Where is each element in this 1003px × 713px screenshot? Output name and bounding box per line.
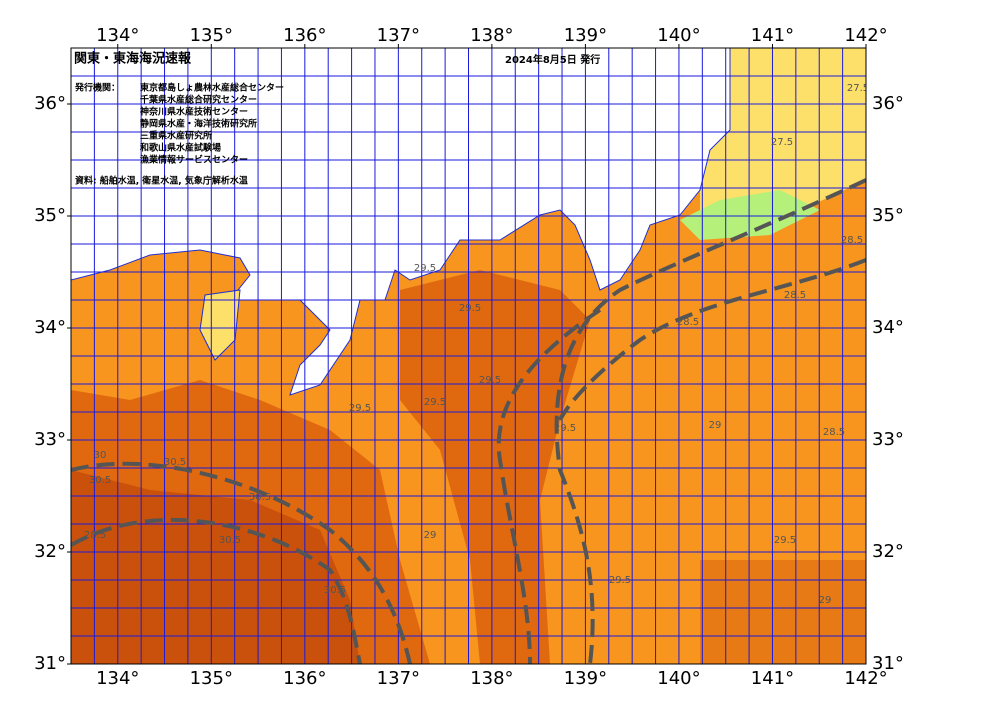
map-frame	[70, 47, 867, 665]
y-tick-label: 36°	[872, 93, 904, 114]
x-tick-label: 135°	[190, 25, 233, 46]
y-tick-label: 32°	[872, 541, 904, 562]
kuroshio-path	[71, 461, 412, 664]
x-tick-label: 137°	[377, 25, 420, 46]
contour-label: 28.5	[823, 427, 845, 438]
contour-label: 28.5	[84, 530, 106, 541]
x-tick-label: 136°	[283, 25, 326, 46]
contour-label: 30.5	[249, 492, 271, 503]
x-tick-label: 134°	[96, 25, 139, 46]
x-tick-label: 136°	[283, 668, 326, 689]
x-tick-label: 137°	[377, 668, 420, 689]
contour-label: 28.5	[784, 290, 806, 301]
contour-label: 29.5	[459, 303, 481, 314]
contour-label: 29.5	[774, 535, 796, 546]
contour-label: 29.5	[609, 575, 631, 586]
x-tick-label: 134°	[96, 668, 139, 689]
y-tick-label: 31°	[34, 653, 66, 674]
contour-label: 29.5	[349, 403, 371, 414]
kuroshio-path	[496, 308, 602, 664]
contour-labels: 27.5 27.5 28.5 28.5 28.5 28.5 29.5 29.5 29.5 29.5…	[84, 83, 869, 606]
kuroshio-path	[558, 258, 866, 421]
organization: 神奈川県水産技術センター	[140, 106, 248, 118]
contour-label: 29.5	[479, 375, 501, 386]
y-tick-label: 31°	[872, 653, 904, 674]
contour-label: 30	[94, 450, 107, 461]
x-tick-label: 141°	[751, 668, 794, 689]
x-tick-label: 135°	[190, 668, 233, 689]
warm-water	[400, 270, 590, 664]
coolest-water	[680, 190, 820, 240]
organization: 静岡県水産・海洋技術研究所	[140, 118, 257, 130]
contour-label: 29.5	[414, 263, 436, 274]
warmest-water	[71, 470, 360, 664]
kuroshio-path	[554, 178, 866, 664]
y-tick-label: 32°	[34, 541, 66, 562]
contour-label: 28.5	[677, 317, 699, 328]
credits-label: 発行機関：	[74, 82, 120, 94]
x-tick-label: 142°	[844, 668, 887, 689]
y-tick-label: 34°	[872, 317, 904, 338]
organization: 漁業情報サービスセンター	[140, 154, 248, 166]
axes: 134° 134° 135° 135° 136° 136° 137° 137° 138° 138°…	[34, 25, 904, 689]
y-tick-label: 35°	[34, 205, 66, 226]
y-tick-label: 34°	[34, 317, 66, 338]
x-tick-label: 140°	[657, 25, 700, 46]
contour-label: 27.5	[771, 137, 793, 148]
kuroshio-path	[71, 518, 362, 664]
organization: 三重県水産研究所	[140, 130, 212, 142]
contour-label: 29.5	[554, 423, 576, 434]
y-tick-label: 35°	[872, 205, 904, 226]
contour-label: 27.5	[847, 83, 869, 94]
contour-label: 30.5	[219, 535, 241, 546]
x-tick-label: 141°	[751, 25, 794, 46]
contour-label: 29	[819, 595, 832, 606]
title: 関東・東海海況速報	[74, 51, 192, 67]
cool-water	[700, 48, 866, 230]
contour-label: 30.5	[89, 475, 111, 486]
contour-label: 30.5	[164, 457, 186, 468]
y-tick-label: 33°	[872, 429, 904, 450]
x-tick-label: 138°	[470, 25, 513, 46]
contour-label: 28.5	[841, 235, 863, 246]
y-tick-label: 36°	[34, 93, 66, 114]
organization: 東京都島しょ農林水産総合センター	[140, 82, 284, 94]
x-tick-label: 140°	[657, 668, 700, 689]
source: 資料: 船舶水温, 衛星水温, 気象庁解析水温	[75, 175, 248, 187]
warm-water	[700, 560, 866, 664]
grid	[71, 48, 866, 664]
bay	[199, 289, 241, 361]
contour-label: 29	[424, 530, 437, 541]
map-area: 27.5 27.5 28.5 28.5 28.5 28.5 29.5 29.5 29.5 29.5…	[71, 48, 869, 664]
x-tick-label: 139°	[564, 25, 607, 46]
y-tick-label: 33°	[34, 429, 66, 450]
contour-label: 29.5	[424, 397, 446, 408]
issued-date: 2024年8月5日 発行	[505, 53, 600, 66]
x-tick-label: 139°	[564, 668, 607, 689]
organization: 千葉県水産総合研究センター	[140, 94, 257, 106]
x-tick-label: 138°	[470, 668, 513, 689]
contour-label: 30.5	[324, 585, 346, 596]
organization: 和歌山県水産試験場	[139, 142, 221, 154]
contour-label: 29	[709, 420, 722, 431]
x-tick-label: 142°	[844, 25, 887, 46]
